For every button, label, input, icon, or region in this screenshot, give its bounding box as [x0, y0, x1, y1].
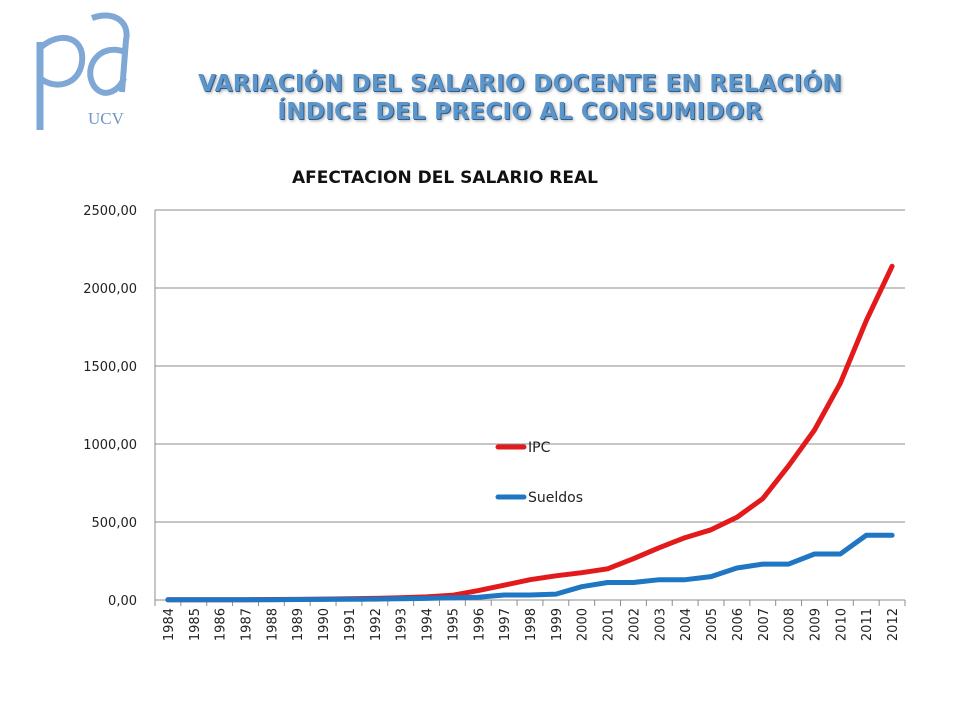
chart-title: AFECTACION DEL SALARIO REAL [292, 168, 598, 188]
ucv-logo: UCV [36, 12, 130, 130]
legend-label-ipc: IPC [528, 440, 551, 456]
x-tick-label: 2000 [576, 608, 591, 641]
series-line-ipc [165, 263, 895, 603]
legend-label-sueldos: Sueldos [528, 490, 583, 506]
x-tick-label: 2011 [860, 608, 875, 641]
x-tick-label: 1993 [395, 608, 410, 641]
x-tick-label: 1986 [214, 608, 229, 641]
y-tick-label: 0,00 [108, 594, 137, 609]
x-tick-label: 2007 [757, 608, 772, 641]
x-tick-label: 2002 [627, 608, 642, 641]
x-tick-label: 2009 [808, 608, 823, 641]
x-tick-label: 2012 [886, 608, 901, 641]
x-tick-label: 2001 [602, 608, 617, 641]
y-axis: 0,00 500,00 1000,00 1500,00 2000,00 2500,00 [83, 204, 156, 609]
series-lines [165, 263, 895, 603]
x-tick-label: 1990 [317, 608, 332, 641]
x-tick-label: 2003 [653, 608, 668, 641]
logo-text: UCV [88, 109, 125, 128]
logo-pa-icon [36, 12, 130, 130]
y-tick-label: 2000,00 [83, 282, 137, 297]
x-tick-label: 1999 [550, 608, 565, 641]
y-tick-label: 1500,00 [83, 360, 137, 375]
series-line-sueldos [165, 532, 895, 603]
slide-title: VARIACIÓN DEL SALARIO DOCENTE EN RELACIÓ… [198, 71, 842, 125]
x-tick-label: 2004 [679, 608, 694, 641]
gridlines [155, 209, 905, 601]
x-tick-label: 1988 [265, 608, 280, 641]
x-tick-label: 1984 [162, 608, 177, 641]
x-tick-label: 2010 [834, 608, 849, 641]
x-tick-label: 1991 [343, 608, 358, 641]
x-tick-label: 2008 [783, 608, 798, 641]
x-tick-label: 1989 [291, 608, 306, 641]
legend: IPC Sueldos [495, 440, 583, 506]
y-tick-label: 2500,00 [83, 204, 137, 219]
x-tick-label: 1987 [240, 608, 255, 641]
x-tick-label: 1995 [446, 608, 461, 641]
x-tick-label: 1997 [498, 608, 513, 641]
y-tick-label: 1000,00 [83, 438, 137, 453]
x-tick-label: 1992 [369, 608, 384, 641]
x-axis: 1984 1985 1986 1987 1988 1989 1990 1991 1992 1993… [154, 600, 906, 641]
x-tick-label: 2006 [731, 608, 746, 641]
x-tick-label: 2005 [705, 608, 720, 641]
x-tick-label: 1994 [421, 608, 436, 641]
x-tick-label: 1985 [188, 608, 203, 641]
x-tick-label: 1996 [472, 608, 487, 641]
y-tick-label: 500,00 [92, 516, 138, 531]
x-tick-label: 1998 [524, 608, 539, 641]
